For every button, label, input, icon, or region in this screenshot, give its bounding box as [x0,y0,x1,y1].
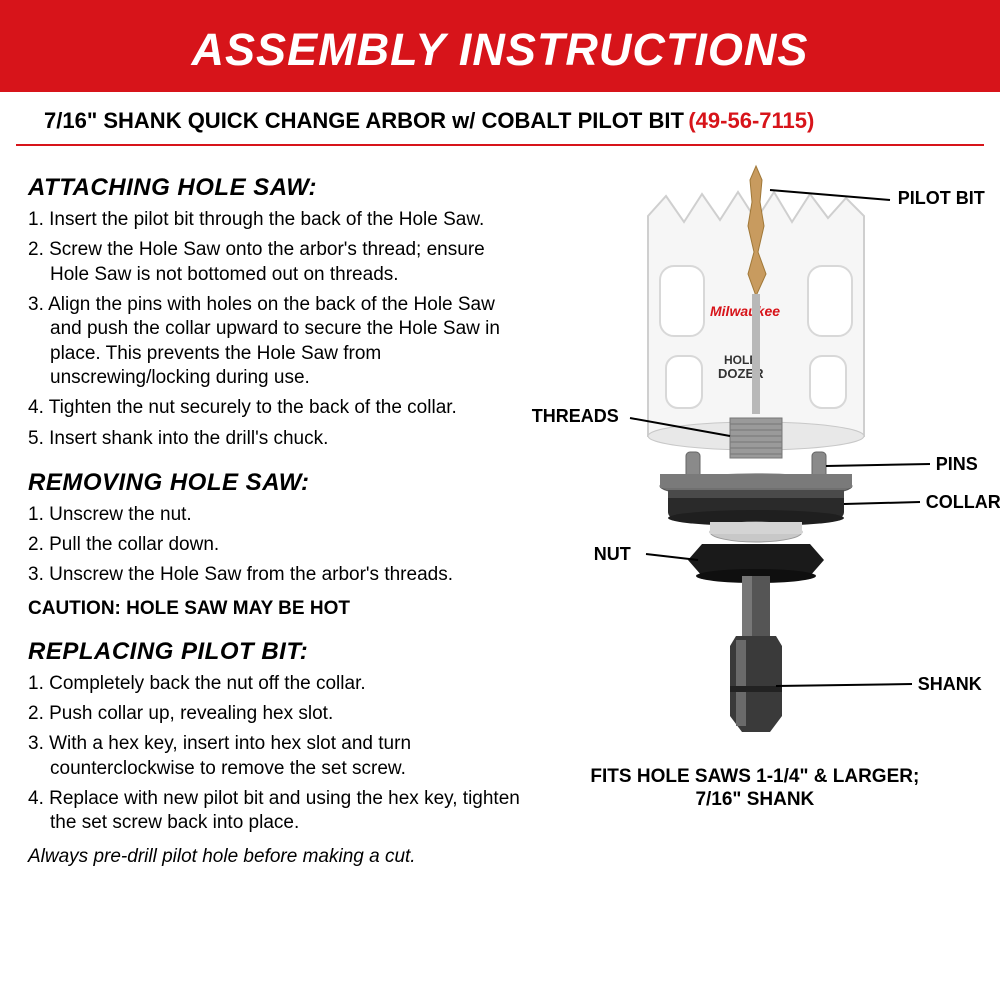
part-number: (49-56-7115) [688,108,814,133]
callout-collar: COLLAR [926,492,1000,513]
diagram-column: Milwaukee HOLE DOZER [538,156,972,868]
fits-line-1: FITS HOLE SAWS 1-1/4" & LARGER; [590,766,919,787]
caution-text: CAUTION: HOLE SAW MAY BE HOT [28,598,528,620]
svg-text:Milwaukee: Milwaukee [710,303,780,319]
instructions-column: ATTACHING HOLE SAW: 1. Insert the pilot … [28,156,538,868]
step: 3. With a hex key, insert into hex slot … [28,732,528,781]
callout-shank: SHANK [918,674,982,695]
step: 2. Pull the collar down. [28,533,528,557]
steps-attach: 1. Insert the pilot bit through the back… [28,208,528,451]
step: 1. Insert the pilot bit through the back… [28,208,528,232]
steps-remove: 1. Unscrew the nut. 2. Pull the collar d… [28,503,528,588]
callout-threads: THREADS [532,406,619,427]
page-title: ASSEMBLY INSTRUCTIONS [0,24,1000,76]
product-diagram: Milwaukee HOLE DOZER [538,156,972,796]
step: 4. Tighten the nut securely to the back … [28,396,528,420]
footnote: Always pre-drill pilot hole before makin… [28,846,528,868]
step: 2. Push collar up, revealing hex slot. [28,702,528,726]
callout-nut: NUT [594,544,631,565]
subheader: 7/16" SHANK QUICK CHANGE ARBOR w/ COBALT… [16,92,984,146]
section-title-attach: ATTACHING HOLE SAW: [28,174,528,202]
step: 1. Unscrew the nut. [28,503,528,527]
step: 3. Align the pins with holes on the back… [28,293,528,390]
product-name: 7/16" SHANK QUICK CHANGE ARBOR w/ COBALT… [44,108,684,133]
step: 2. Screw the Hole Saw onto the arbor's t… [28,238,528,287]
fits-caption: FITS HOLE SAWS 1-1/4" & LARGER; 7/16" SH… [538,766,972,812]
callout-pins: PINS [936,454,978,475]
holesaw-illustration: Milwaukee HOLE DOZER [538,156,998,796]
steps-replace: 1. Completely back the nut off the colla… [28,672,528,836]
header-band: ASSEMBLY INSTRUCTIONS [0,0,1000,92]
step: 5. Insert shank into the drill's chuck. [28,427,528,451]
section-title-replace: REPLACING PILOT BIT: [28,638,528,666]
callout-pilot-bit: PILOT BIT [898,188,985,209]
step: 3. Unscrew the Hole Saw from the arbor's… [28,563,528,587]
section-title-remove: REMOVING HOLE SAW: [28,469,528,497]
fits-line-2: 7/16" SHANK [695,789,814,810]
step: 4. Replace with new pilot bit and using … [28,787,528,836]
step: 1. Completely back the nut off the colla… [28,672,528,696]
content-area: ATTACHING HOLE SAW: 1. Insert the pilot … [0,146,1000,868]
